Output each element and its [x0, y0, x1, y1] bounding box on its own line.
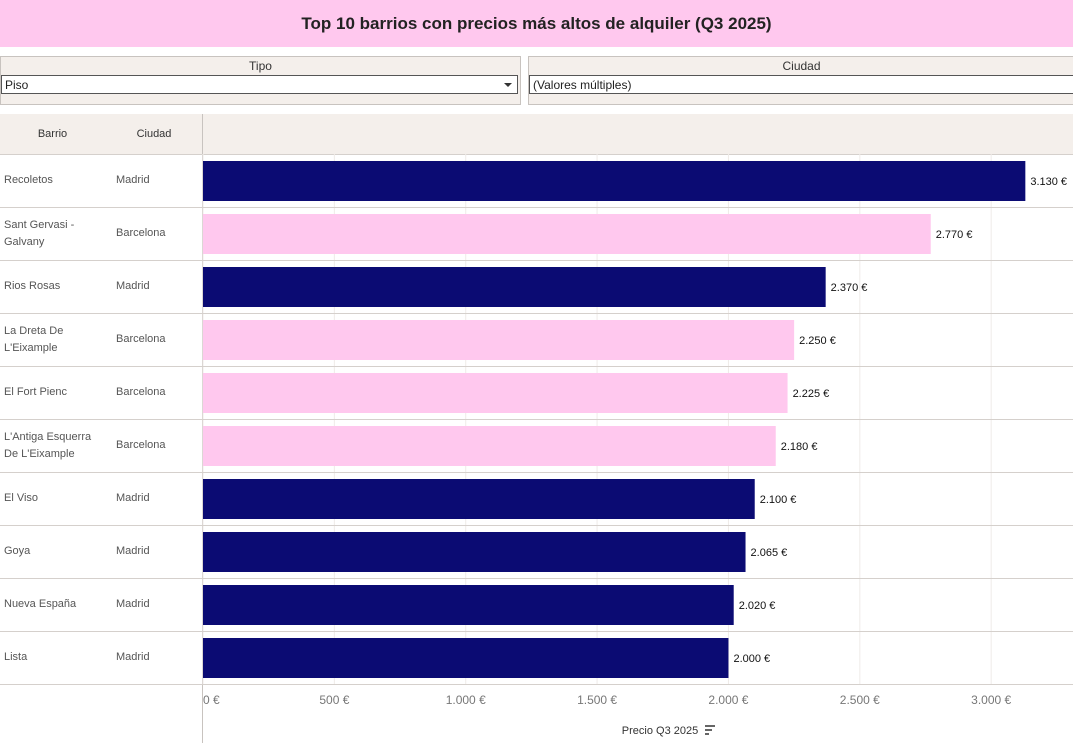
ciudad-cell: Madrid [116, 280, 150, 292]
filter-ciudad: Ciudad (Valores múltiples) [528, 56, 1073, 105]
x-tick-label: 2.500 € [840, 693, 880, 707]
ciudad-cell: Barcelona [116, 227, 166, 239]
value-label: 2.225 € [793, 388, 830, 400]
barrio-cell: Rios Rosas [4, 280, 61, 292]
filter-label: Tipo [249, 59, 272, 73]
barrio-cell: Recoletos [4, 174, 53, 186]
bar [203, 214, 931, 254]
sort-icon[interactable] [705, 725, 715, 735]
ciudad-cell: Madrid [116, 545, 150, 557]
bar [203, 267, 826, 307]
dashboard-title: Top 10 barrios con precios más altos de … [0, 0, 1073, 47]
ciudad-cell: Madrid [116, 651, 150, 663]
value-label: 2.065 € [751, 547, 788, 559]
dropdown-arrow [504, 83, 512, 87]
ciudad-cell: Barcelona [116, 386, 166, 398]
bar [203, 426, 776, 466]
value-label: 3.130 € [1030, 176, 1067, 188]
x-tick-label: 2.000 € [708, 693, 748, 707]
ciudad-cell: Barcelona [116, 439, 166, 451]
ciudad-cell: Madrid [116, 492, 150, 504]
bar [203, 161, 1026, 201]
value-label: 2.000 € [733, 653, 770, 665]
barrio-cell: El Fort Pienc [4, 386, 67, 398]
bar [203, 320, 795, 360]
x-tick-label: 0 € [203, 693, 220, 707]
bar [203, 638, 729, 678]
value-label: 2.250 € [799, 335, 836, 347]
filter-label: Ciudad [782, 59, 821, 73]
ciudad-cell: Madrid [116, 174, 150, 186]
bar [203, 532, 746, 572]
filter-value: Piso [5, 78, 29, 92]
filter-tipo: Tipo Piso [0, 56, 521, 105]
value-label: 2.370 € [831, 282, 868, 294]
barrio-cell: El Viso [4, 492, 39, 504]
filter-dropdown[interactable]: Piso [1, 75, 518, 94]
column-header: Barrio [37, 127, 68, 140]
x-axis-label: Precio Q3 2025 [622, 725, 698, 737]
x-tick-label: 3.000 € [971, 693, 1011, 707]
bar [203, 479, 755, 519]
barrio-cell: La Dreta De L'Eixample [4, 324, 64, 354]
x-tick-label: 1.000 € [446, 693, 486, 707]
header-band [0, 114, 1073, 154]
filter-value: (Valores múltiples) [533, 78, 632, 92]
value-label: 2.020 € [739, 600, 776, 612]
filter-dropdown[interactable]: (Valores múltiples) [529, 75, 1073, 94]
x-tick-label: 1.500 € [577, 693, 617, 707]
bar [203, 585, 734, 625]
barrio-cell: Sant Gervasi - Galvany [4, 218, 75, 248]
barrio-cell: L'Antiga Esquerra De L'Eixample [4, 430, 92, 460]
value-label: 2.770 € [936, 229, 973, 241]
column-header: Ciudad [136, 127, 172, 140]
barrio-cell: Nueva España [4, 598, 77, 610]
value-label: 2.180 € [781, 441, 818, 453]
value-label: 2.100 € [760, 494, 797, 506]
ciudad-cell: Barcelona [116, 333, 166, 345]
ciudad-cell: Madrid [116, 598, 150, 610]
barrio-cell: Lista [4, 651, 28, 663]
x-tick-label: 500 € [319, 693, 349, 707]
bar [203, 373, 788, 413]
barrio-cell: Goya [4, 545, 31, 557]
